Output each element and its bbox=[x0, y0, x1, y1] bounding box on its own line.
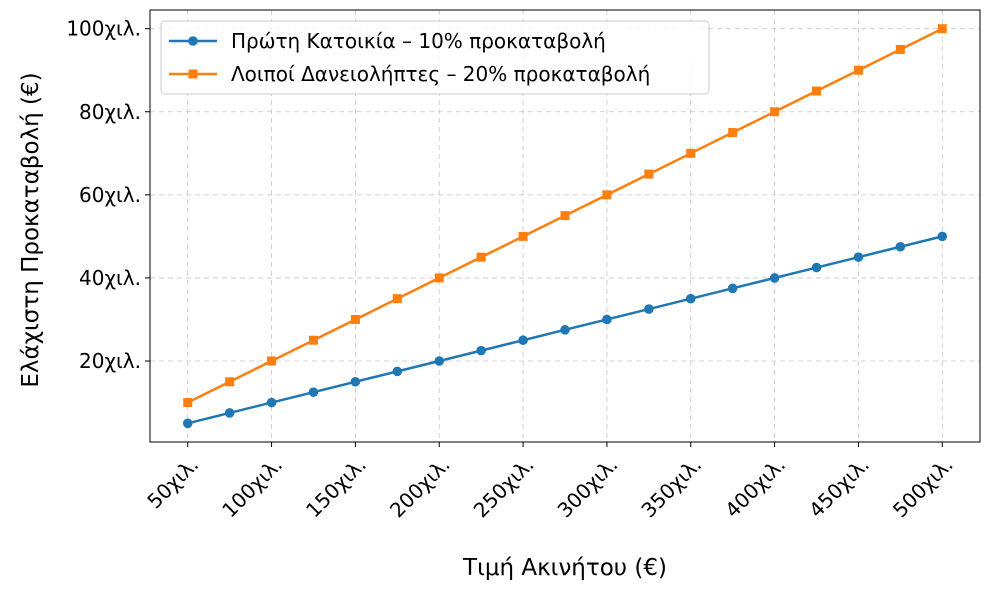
data-point bbox=[811, 262, 822, 273]
data-point bbox=[183, 398, 193, 408]
y-tick-label: 60χιλ. bbox=[79, 183, 141, 207]
x-tick-label: 150χιλ. bbox=[301, 452, 371, 522]
x-tick-label: 300χιλ. bbox=[553, 452, 623, 522]
data-point bbox=[895, 44, 905, 54]
data-point bbox=[182, 418, 193, 429]
data-point bbox=[686, 148, 696, 158]
data-point bbox=[769, 273, 780, 283]
data-point bbox=[728, 128, 738, 138]
data-point bbox=[308, 335, 318, 345]
legend-marker bbox=[188, 69, 198, 79]
data-point bbox=[685, 293, 696, 304]
x-tick-label: 350χιλ. bbox=[636, 452, 706, 522]
legend-item-1: Πρώτη Κατοικία – 10% προκαταβολή bbox=[169, 29, 606, 53]
data-point bbox=[350, 376, 361, 387]
data-point bbox=[225, 377, 235, 387]
data-point bbox=[266, 397, 277, 408]
legend-label: Λοιποί Δανειολήπτες – 20% προκαταβολή bbox=[231, 62, 650, 86]
data-point bbox=[267, 356, 277, 366]
data-point bbox=[560, 211, 570, 221]
legend-box bbox=[160, 20, 710, 95]
data-point bbox=[602, 190, 612, 200]
data-point bbox=[812, 86, 822, 96]
legend-item-2: Λοιποί Δανειολήπτες – 20% προκαταβολή bbox=[169, 62, 650, 86]
data-point bbox=[476, 252, 486, 262]
data-point bbox=[853, 252, 864, 262]
data-point bbox=[560, 325, 570, 335]
plot-frame bbox=[149, 9, 981, 443]
data-point bbox=[518, 231, 528, 241]
x-tick-label: 100χιλ. bbox=[217, 452, 287, 522]
x-tick-label: 250χιλ. bbox=[469, 452, 539, 522]
data-point bbox=[770, 107, 780, 117]
data-point bbox=[895, 241, 906, 252]
data-point bbox=[937, 231, 948, 242]
data-point bbox=[224, 408, 235, 418]
data-point bbox=[350, 314, 360, 324]
data-point bbox=[727, 283, 738, 294]
y-tick-label: 80χιλ. bbox=[79, 100, 141, 124]
x-tick-label: 400χιλ. bbox=[720, 452, 790, 522]
series-1 bbox=[182, 231, 948, 429]
data-point bbox=[602, 314, 612, 325]
x-tick-label: 450χιλ. bbox=[804, 452, 874, 522]
data-point bbox=[518, 335, 528, 346]
y-axis-title: Ελάχιστη Προκαταβολή (€) bbox=[18, 72, 44, 387]
x-tick-label: 500χιλ. bbox=[888, 452, 958, 522]
legend-label: Πρώτη Κατοικία – 10% προκαταβολή bbox=[231, 29, 606, 53]
x-axis-title: Τιμή Ακινήτου (€) bbox=[462, 555, 667, 581]
data-point bbox=[644, 304, 654, 314]
x-tick-label: 50χιλ. bbox=[142, 452, 203, 513]
data-point bbox=[853, 65, 863, 75]
y-tick-label: 20χιλ. bbox=[79, 349, 141, 373]
data-point bbox=[434, 273, 444, 283]
y-tick-label: 100χιλ. bbox=[66, 17, 141, 41]
data-point bbox=[392, 366, 403, 377]
data-point bbox=[937, 24, 947, 34]
y-axis: 20χιλ. 40χιλ. 60χιλ. 80χιλ. 100χιλ. bbox=[66, 17, 150, 373]
data-point bbox=[644, 169, 654, 179]
data-point bbox=[308, 387, 319, 397]
series-2 bbox=[183, 24, 947, 408]
series-layer bbox=[182, 24, 948, 429]
data-point bbox=[434, 356, 445, 366]
data-point bbox=[476, 345, 486, 356]
y-tick-label: 40χιλ. bbox=[79, 266, 141, 290]
legend: Πρώτη Κατοικία – 10% προκαταβολή Λοιποί Δ… bbox=[160, 20, 710, 95]
x-axis: 50χιλ. 100χιλ. 150χιλ. 200χιλ. 250χιλ. 300χιλ… bbox=[142, 442, 958, 522]
legend-marker bbox=[188, 36, 198, 46]
x-tick-label: 200χιλ. bbox=[385, 452, 455, 522]
data-point bbox=[392, 294, 402, 304]
